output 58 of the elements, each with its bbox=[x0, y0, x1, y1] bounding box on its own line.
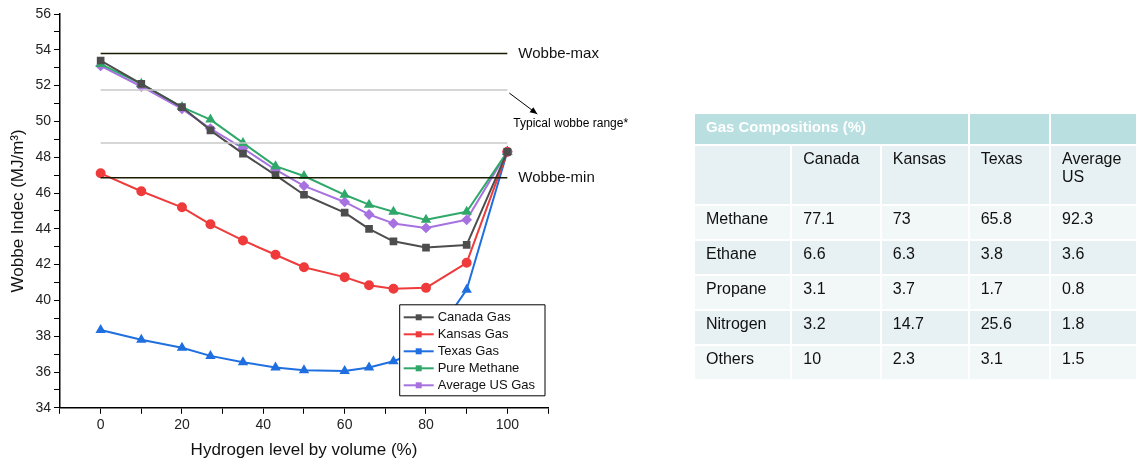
data-label: 3.8 bbox=[969, 241, 1050, 274]
data-label: 77.1 bbox=[792, 206, 880, 239]
data-label: 0.8 bbox=[1051, 276, 1136, 309]
x-tick-label: 20 bbox=[174, 416, 190, 433]
data-label: 1.5 bbox=[1051, 346, 1136, 379]
data-label: 73 bbox=[881, 206, 968, 239]
data-label: 65.8 bbox=[969, 206, 1050, 239]
legend-label: Kansas Gas bbox=[437, 325, 509, 341]
data-label: 6.6 bbox=[792, 241, 880, 274]
ref-line-label: Typical wobbe range* bbox=[513, 116, 629, 131]
x-tick-label: Kansas bbox=[881, 146, 968, 204]
x-tick-label: 80 bbox=[418, 416, 434, 433]
data-label: 10 bbox=[792, 346, 880, 379]
chart-title: Gas Compositions (%) bbox=[695, 114, 968, 144]
y-tick-label: Methane bbox=[695, 206, 791, 239]
y-tick-label: 56 bbox=[35, 4, 52, 21]
data-label: 3.1 bbox=[969, 346, 1050, 379]
x-tick-label: Texas bbox=[969, 146, 1050, 204]
y-tick-label: 46 bbox=[35, 183, 52, 200]
data-label: 25.6 bbox=[969, 311, 1050, 344]
data-label: 1.8 bbox=[1051, 311, 1136, 344]
data-label: 3.7 bbox=[881, 276, 968, 309]
legend-label: Canada Gas bbox=[437, 308, 512, 324]
x-tick-label: 40 bbox=[255, 416, 272, 433]
y-tick-label: 40 bbox=[35, 291, 52, 308]
y-tick-label: 34 bbox=[35, 398, 52, 415]
data-label: 92.3 bbox=[1051, 206, 1136, 239]
y-axis-title: Wobbe Indec (MJ/m³) bbox=[7, 129, 27, 293]
legend-label: Texas Gas bbox=[437, 342, 500, 358]
y-tick-label: 36 bbox=[35, 362, 52, 379]
y-tick-label: 42 bbox=[35, 255, 52, 272]
ref-line-label: Wobbe-min bbox=[518, 167, 595, 185]
y-tick-label: 38 bbox=[35, 327, 52, 344]
y-tick-label: 48 bbox=[35, 148, 52, 165]
x-tick-label: Average US bbox=[1051, 146, 1136, 204]
x-tick-label: 0 bbox=[96, 416, 105, 433]
data-label: 2.3 bbox=[881, 346, 968, 379]
data-label: 3.1 bbox=[792, 276, 880, 309]
legend-label: Pure Methane bbox=[437, 359, 520, 375]
x-axis-title: Hydrogen level by volume (%) bbox=[190, 440, 418, 460]
y-tick-label: Others bbox=[695, 346, 791, 379]
y-tick-label: 50 bbox=[35, 112, 52, 129]
y-tick-label: 54 bbox=[35, 40, 52, 57]
x-tick-label: 60 bbox=[336, 416, 353, 433]
data-label: 1.7 bbox=[969, 276, 1050, 309]
y-tick-label: Propane bbox=[695, 276, 791, 309]
data-label: 3.6 bbox=[1051, 241, 1136, 274]
data-label: 14.7 bbox=[881, 311, 968, 344]
y-tick-label: 52 bbox=[35, 76, 52, 93]
y-tick-label: Nitrogen bbox=[695, 311, 791, 344]
legend-label: Average US Gas bbox=[437, 376, 536, 392]
y-tick-label: 44 bbox=[35, 219, 52, 236]
data-label: 6.3 bbox=[881, 241, 968, 274]
x-tick-label: 100 bbox=[495, 416, 520, 433]
y-tick-label: Ethane bbox=[695, 241, 791, 274]
x-tick-label: Canada bbox=[792, 146, 880, 204]
ref-line-label: Wobbe-max bbox=[518, 43, 600, 61]
data-label: 3.2 bbox=[792, 311, 880, 344]
